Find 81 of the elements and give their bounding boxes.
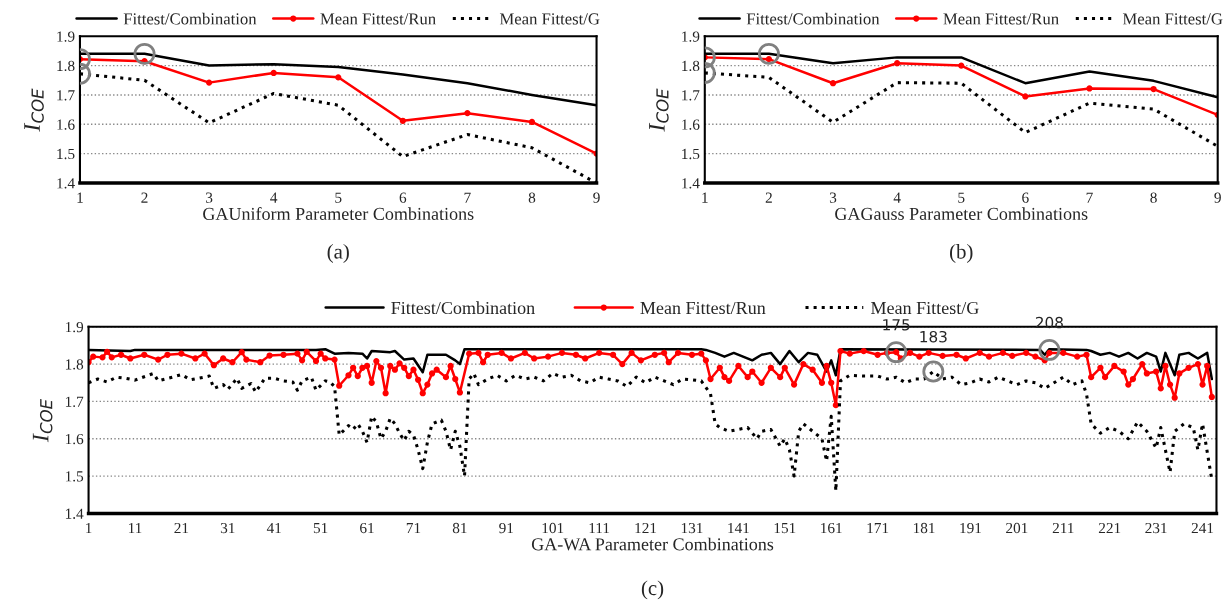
y-tick-label: 1.4 — [57, 178, 75, 189]
x-tick-label: 41 — [266, 522, 281, 534]
x-tick-label: 131 — [681, 522, 703, 534]
y-tick-label: 1.5 — [65, 471, 84, 482]
x-tick-label: 9 — [593, 192, 600, 203]
x-tick-label: 61 — [360, 522, 374, 534]
x-tick-label: 221 — [1098, 522, 1121, 534]
x-tick-label: 3 — [206, 192, 213, 203]
x-tick-label: 51 — [313, 522, 328, 534]
x-tick-label: 5 — [958, 192, 965, 203]
legend-label: Fittest/Combination — [123, 12, 257, 25]
x-tick-label: 101 — [542, 522, 564, 534]
x-axis-title: GAUniform Parameter Combinations — [203, 207, 474, 220]
y-tick-label: 1.7 — [65, 396, 84, 407]
y-tick-label: 1.5 — [682, 148, 700, 160]
legend-label: Fittest/Combination — [391, 301, 535, 315]
annotation: 208 — [1035, 316, 1063, 329]
legend-label: Mean Fittest/Run — [943, 13, 1059, 25]
y-tick-label: 1.9 — [65, 321, 84, 333]
y-tick-label: 1.7 — [57, 90, 75, 101]
y-tick-label: 1.8 — [65, 359, 84, 370]
x-tick-label: 2 — [765, 192, 772, 203]
x-tick-label: 71 — [406, 522, 421, 534]
y-tick-label: 1.9 — [57, 31, 75, 42]
x-tick-label: 8 — [1150, 192, 1157, 203]
legend-label: Mean Fittest/G — [1122, 13, 1223, 25]
x-tick-label: 4 — [270, 192, 278, 203]
y-tick-label: 1.6 — [57, 119, 75, 130]
x-tick-label: 8 — [528, 192, 536, 203]
y-tick-label: 1.8 — [682, 60, 700, 72]
y-tick-label: 1.6 — [682, 119, 700, 130]
y-tick-label: 1.8 — [57, 60, 75, 72]
x-tick-label: 81 — [452, 522, 467, 534]
legend-label: Fittest/Combination — [746, 12, 880, 25]
x-tick-label: 31 — [220, 522, 235, 534]
x-tick-label: 3 — [829, 192, 837, 203]
y-tick-label: 1.4 — [65, 508, 84, 519]
annotation: 183 — [920, 330, 947, 343]
y-axis-title: I$_{COE}$ — [24, 88, 44, 132]
y-tick-label: 1.7 — [682, 90, 700, 101]
y-tick-label: 1.6 — [65, 433, 84, 445]
legend-label: Mean Fittest/Run — [320, 13, 436, 25]
x-tick-label: 9 — [1214, 192, 1221, 203]
y-tick-label: 1.5 — [57, 148, 75, 160]
x-tick-label: 121 — [635, 522, 657, 534]
x-tick-label: 191 — [960, 522, 982, 534]
x-tick-label: 231 — [1145, 522, 1167, 534]
text: (b) — [950, 244, 973, 263]
legend-label: Mean Fittest/G — [871, 301, 979, 315]
y-tick-label: 1.9 — [682, 31, 700, 42]
x-tick-label: 4 — [893, 192, 901, 203]
x-tick-label: 11 — [128, 522, 142, 534]
legend-label: Mean Fittest/G — [499, 13, 600, 25]
x-tick-label: 1 — [86, 522, 92, 534]
x-tick-label: 91 — [499, 522, 514, 534]
x-tick-label: 201 — [1006, 522, 1028, 534]
x-tick-label: 7 — [464, 192, 471, 203]
text: (a) — [327, 244, 349, 263]
text: (c) — [641, 580, 664, 600]
y-axis-title: I$_{COE}$ — [32, 398, 53, 443]
x-axis-title: GAGauss Parameter Combinations — [835, 207, 1088, 220]
x-tick-label: 5 — [335, 192, 342, 203]
x-tick-label: 21 — [174, 522, 189, 534]
x-tick-label: 1 — [702, 192, 708, 203]
x-tick-label: 171 — [867, 522, 889, 534]
x-tick-label: 211 — [1052, 522, 1074, 534]
x-tick-label: 1 — [77, 192, 83, 203]
x-axis-title: GA-WA Parameter Combinations — [531, 537, 774, 551]
x-tick-label: 241 — [1191, 522, 1214, 534]
x-tick-label: 6 — [399, 192, 407, 203]
x-tick-label: 181 — [913, 522, 935, 534]
x-tick-label: 7 — [1086, 192, 1093, 203]
x-tick-label: 6 — [1022, 192, 1029, 203]
x-tick-label: 161 — [821, 522, 842, 534]
x-tick-label: 151 — [774, 522, 796, 534]
legend-label: Mean Fittest/Run — [640, 301, 766, 315]
x-tick-label: 111 — [589, 522, 610, 534]
x-tick-label: 141 — [728, 522, 749, 534]
y-tick-label: 1.4 — [682, 178, 700, 189]
x-tick-label: 2 — [141, 192, 148, 203]
y-axis-title: I$_{COE}$ — [649, 88, 669, 132]
